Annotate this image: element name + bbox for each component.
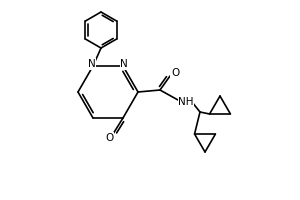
Text: O: O — [105, 133, 113, 143]
Text: O: O — [171, 68, 179, 78]
Text: N: N — [88, 59, 96, 69]
Text: NH: NH — [178, 97, 194, 107]
Text: N: N — [120, 59, 128, 69]
